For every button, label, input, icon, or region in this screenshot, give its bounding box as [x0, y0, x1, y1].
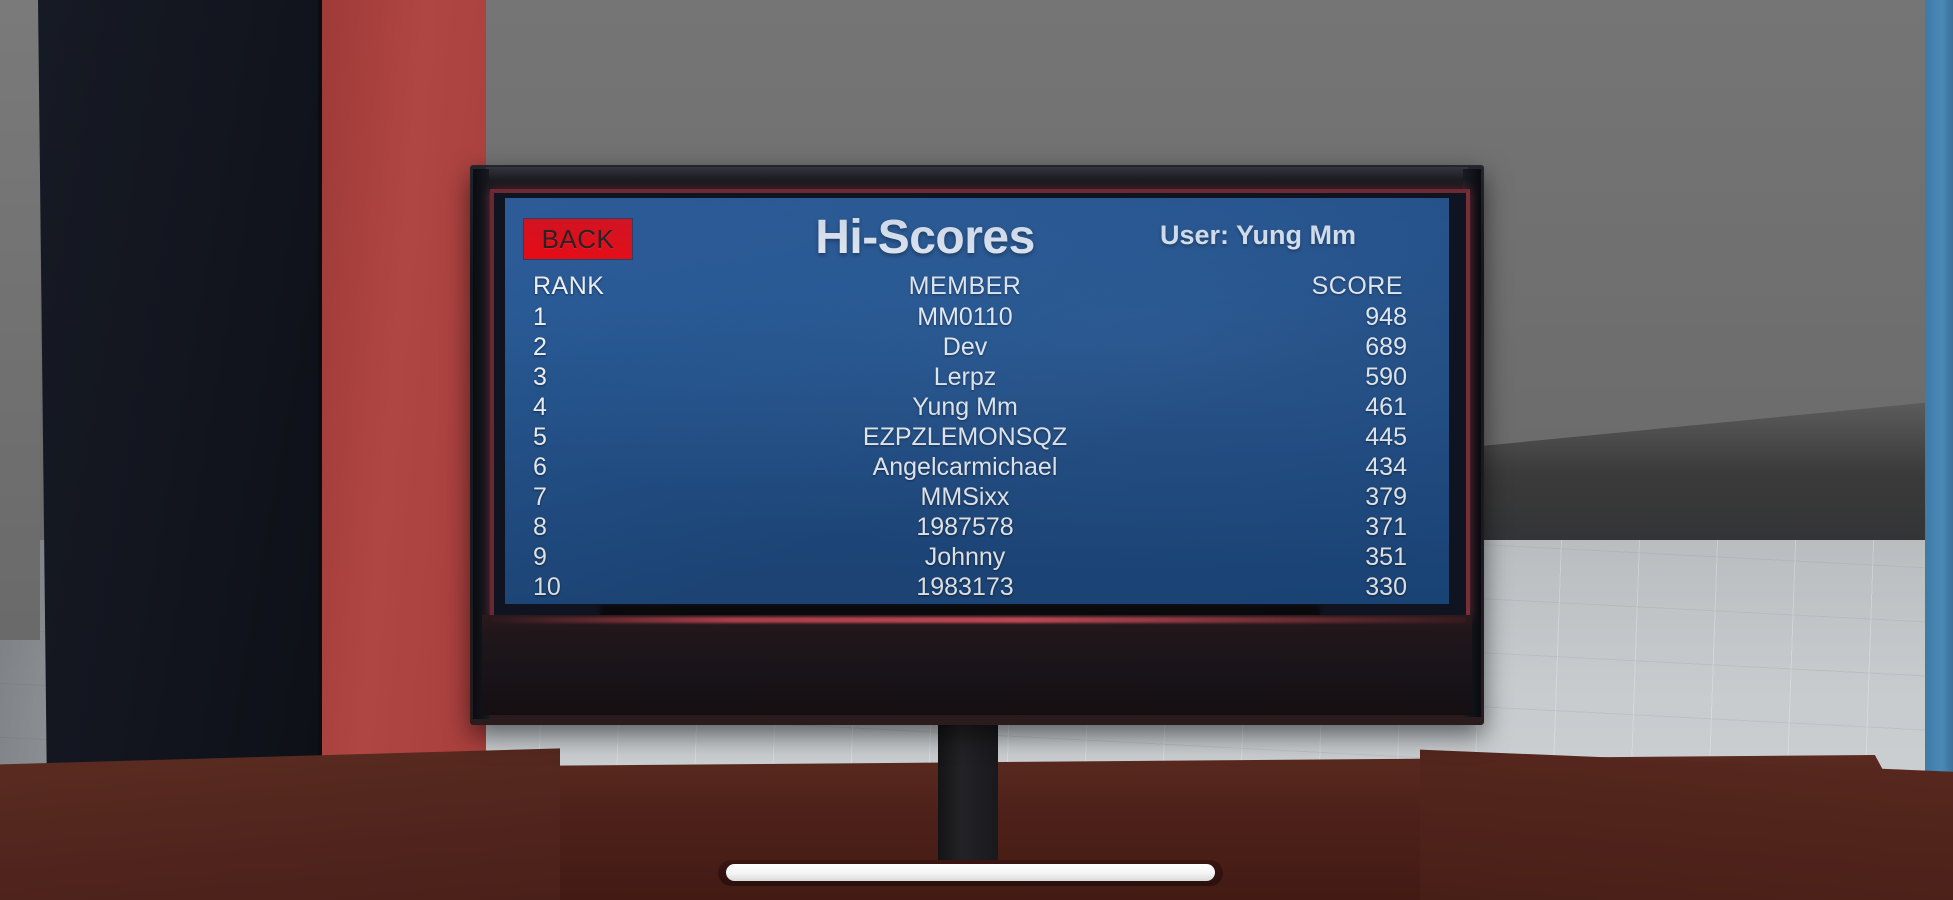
table-row: 5 EZPZLEMONSQZ 445: [505, 423, 1449, 453]
hi-scores-table: RANK MEMBER SCORE 1 MM0110 948 2 Dev 689…: [505, 272, 1449, 603]
cell-rank: 6: [533, 453, 547, 481]
cell-score: 351: [1365, 543, 1407, 571]
monitor-stand-base-bar: [726, 864, 1215, 881]
cell-rank: 5: [533, 423, 547, 451]
cell-rank: 9: [533, 543, 547, 571]
cell-member: Dev: [942, 333, 988, 361]
cell-member: MMSixx: [920, 483, 1010, 511]
table-row: 3 Lerpz 590: [505, 363, 1449, 393]
column-header-rank: RANK: [533, 272, 605, 300]
room-red-column-edge: [318, 0, 325, 780]
cell-member: 1983173: [916, 573, 1014, 601]
page-title: Hi-Scores: [815, 211, 1035, 264]
cell-rank: 4: [533, 393, 547, 421]
cell-member: Lerpz: [933, 363, 997, 391]
cell-rank: 8: [533, 513, 547, 541]
cell-score: 461: [1365, 393, 1407, 421]
cell-score: 689: [1365, 333, 1407, 361]
cell-score: 948: [1365, 303, 1407, 331]
room-blue-column: [1925, 0, 1953, 900]
room-red-column: [322, 0, 486, 780]
room-left-wall-sliver: [0, 0, 40, 640]
cell-rank: 7: [533, 483, 547, 511]
cell-score: 379: [1365, 483, 1407, 511]
cell-rank: 3: [533, 363, 547, 391]
table-row: 4 Yung Mm 461: [505, 393, 1449, 423]
cell-member: Angelcarmichael: [872, 453, 1058, 481]
cell-member: EZPZLEMONSQZ: [862, 423, 1068, 451]
table-row: 8 1987578 371: [505, 513, 1449, 543]
column-header-member: MEMBER: [908, 272, 1022, 300]
table-row: 9 Johnny 351: [505, 543, 1449, 573]
cell-score: 330: [1365, 573, 1407, 601]
table-row: 2 Dev 689: [505, 333, 1449, 363]
monitor-bezel-left: [473, 169, 489, 719]
desk-front-right: [1420, 749, 1953, 900]
monitor-bezel-top: [486, 167, 1468, 191]
back-button[interactable]: BACK: [523, 218, 633, 260]
current-user-label: User: Yung Mm: [1160, 220, 1357, 250]
cell-member: MM0110: [917, 303, 1013, 331]
cell-rank: 1: [533, 303, 547, 331]
hi-scores-screen: BACK Hi-Scores User: Yung Mm RANK MEMBER…: [505, 198, 1449, 604]
desk-front-left: [0, 748, 560, 900]
screen-header: BACK Hi-Scores User: Yung Mm: [505, 210, 1449, 268]
cell-member: Johnny: [924, 543, 1006, 571]
table-row: 10 1983173 330: [505, 573, 1449, 603]
cell-rank: 2: [533, 333, 547, 361]
table-row: 1 MM0110 948: [505, 303, 1449, 333]
cell-score: 445: [1365, 423, 1407, 451]
cell-member: 1987578: [916, 513, 1014, 541]
monitor-stand-neck: [938, 718, 998, 883]
column-header-score: SCORE: [1311, 272, 1403, 300]
room-black-column: [38, 0, 328, 768]
cell-rank: 10: [533, 573, 561, 601]
cell-score: 434: [1365, 453, 1407, 481]
cell-member: Yung Mm: [912, 393, 1018, 421]
monitor-chin-highlight: [488, 617, 1466, 623]
table-header-row: RANK MEMBER SCORE: [505, 272, 1449, 303]
table-row: 7 MMSixx 379: [505, 483, 1449, 513]
cell-score: 590: [1365, 363, 1407, 391]
table-row: 6 Angelcarmichael 434: [505, 453, 1449, 483]
monitor: BACK Hi-Scores User: Yung Mm RANK MEMBER…: [470, 165, 1484, 725]
monitor-chin: [482, 615, 1472, 715]
cell-score: 371: [1365, 513, 1407, 541]
